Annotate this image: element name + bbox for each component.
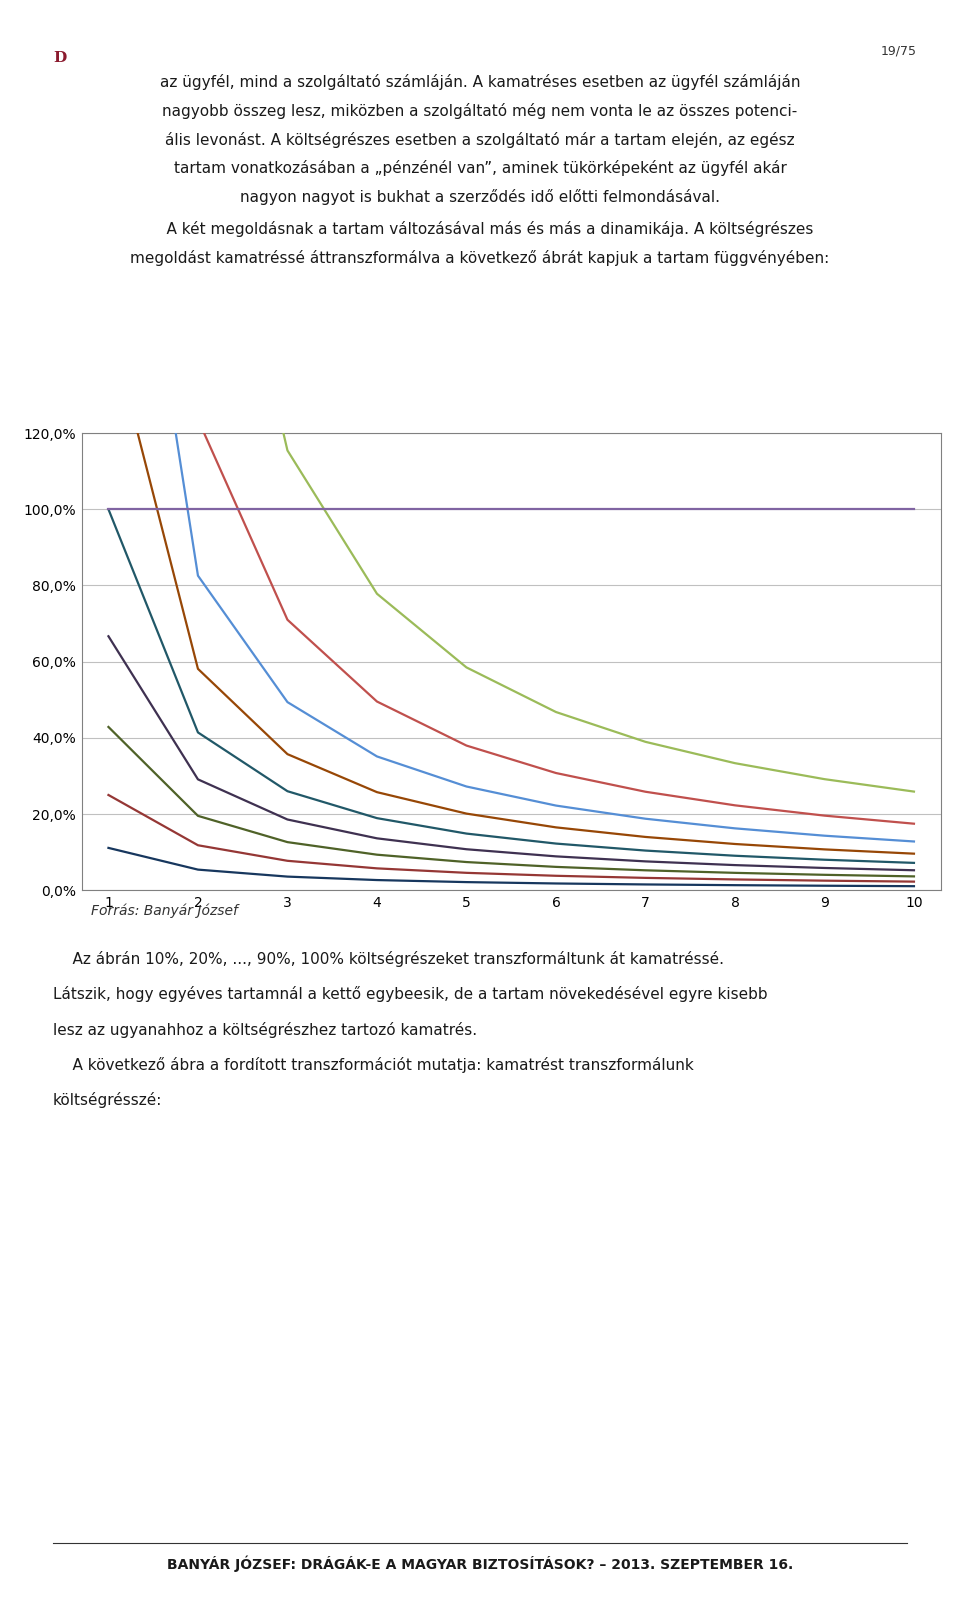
Text: nagyon nagyot is bukhat a szerződés idő előtti felmondásával.: nagyon nagyot is bukhat a szerződés idő … bbox=[240, 189, 720, 205]
Text: az ügyfél, mind a szolgáltató számláján. A kamatréses esetben az ügyfél számlájá: az ügyfél, mind a szolgáltató számláján.… bbox=[159, 74, 801, 90]
Text: D: D bbox=[54, 51, 66, 64]
Text: A következő ábra a fordított transzformációt mutatja: kamatrést transzformálunk: A következő ábra a fordított transzformá… bbox=[53, 1057, 693, 1073]
Text: költségrésszé:: költségrésszé: bbox=[53, 1092, 162, 1108]
Text: tartam vonatkozásában a „pénzénél van”, aminek tükörképeként az ügyfél akár: tartam vonatkozásában a „pénzénél van”, … bbox=[174, 160, 786, 176]
Text: 19/75: 19/75 bbox=[881, 45, 917, 58]
Text: A két megoldásnak a tartam változásával más és más a dinamikája. A költségrészes: A két megoldásnak a tartam változásával … bbox=[147, 221, 813, 237]
Text: Látszik, hogy egyéves tartamnál a kettő egybeesik, de a tartam növekedésével egy: Látszik, hogy egyéves tartamnál a kettő … bbox=[53, 986, 767, 1002]
Text: Az ábrán 10%, 20%, ..., 90%, 100% költségrészeket transzformáltunk át kamatréssé: Az ábrán 10%, 20%, ..., 90%, 100% költsé… bbox=[53, 951, 724, 967]
Text: nagyobb összeg lesz, miközben a szolgáltató még nem vonta le az összes potenci-: nagyobb összeg lesz, miközben a szolgált… bbox=[162, 103, 798, 119]
Text: ális levonást. A költségrészes esetben a szolgáltató már a tartam elején, az egé: ális levonást. A költségrészes esetben a… bbox=[165, 132, 795, 148]
Text: megoldást kamatréssé áttranszformálva a következő ábrát kapjuk a tartam függvény: megoldást kamatréssé áttranszformálva a … bbox=[131, 250, 829, 266]
Text: Forrás: Banyár József: Forrás: Banyár József bbox=[91, 903, 238, 917]
Text: BANYÁR JÓZSEF: DRÁGÁK-E A MAGYAR BIZTOSÍTÁSOK? – 2013. SZEPTEMBER 16.: BANYÁR JÓZSEF: DRÁGÁK-E A MAGYAR BIZTOSÍ… bbox=[167, 1556, 793, 1572]
Circle shape bbox=[49, 42, 74, 71]
Text: lesz az ugyanahhoz a költségrészhez tartozó kamatrés.: lesz az ugyanahhoz a költségrészhez tart… bbox=[53, 1022, 477, 1038]
